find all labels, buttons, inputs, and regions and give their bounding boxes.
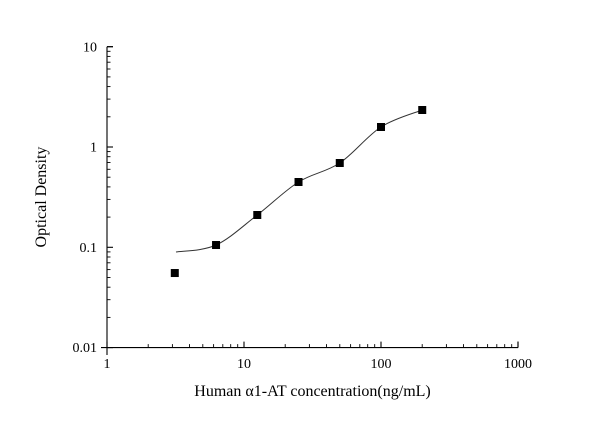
svg-text:1: 1 <box>104 357 111 372</box>
svg-text:10: 10 <box>237 357 251 372</box>
svg-text:1000: 1000 <box>504 357 532 372</box>
svg-text:1: 1 <box>90 141 97 156</box>
svg-text:10: 10 <box>83 41 97 56</box>
svg-text:Optical Density: Optical Density <box>33 147 50 248</box>
svg-text:100: 100 <box>371 357 392 372</box>
svg-text:0.1: 0.1 <box>80 241 98 256</box>
svg-text:0.01: 0.01 <box>73 341 98 356</box>
svg-text:Human α1-AT concentration(ng/m: Human α1-AT concentration(ng/mL) <box>194 383 430 400</box>
